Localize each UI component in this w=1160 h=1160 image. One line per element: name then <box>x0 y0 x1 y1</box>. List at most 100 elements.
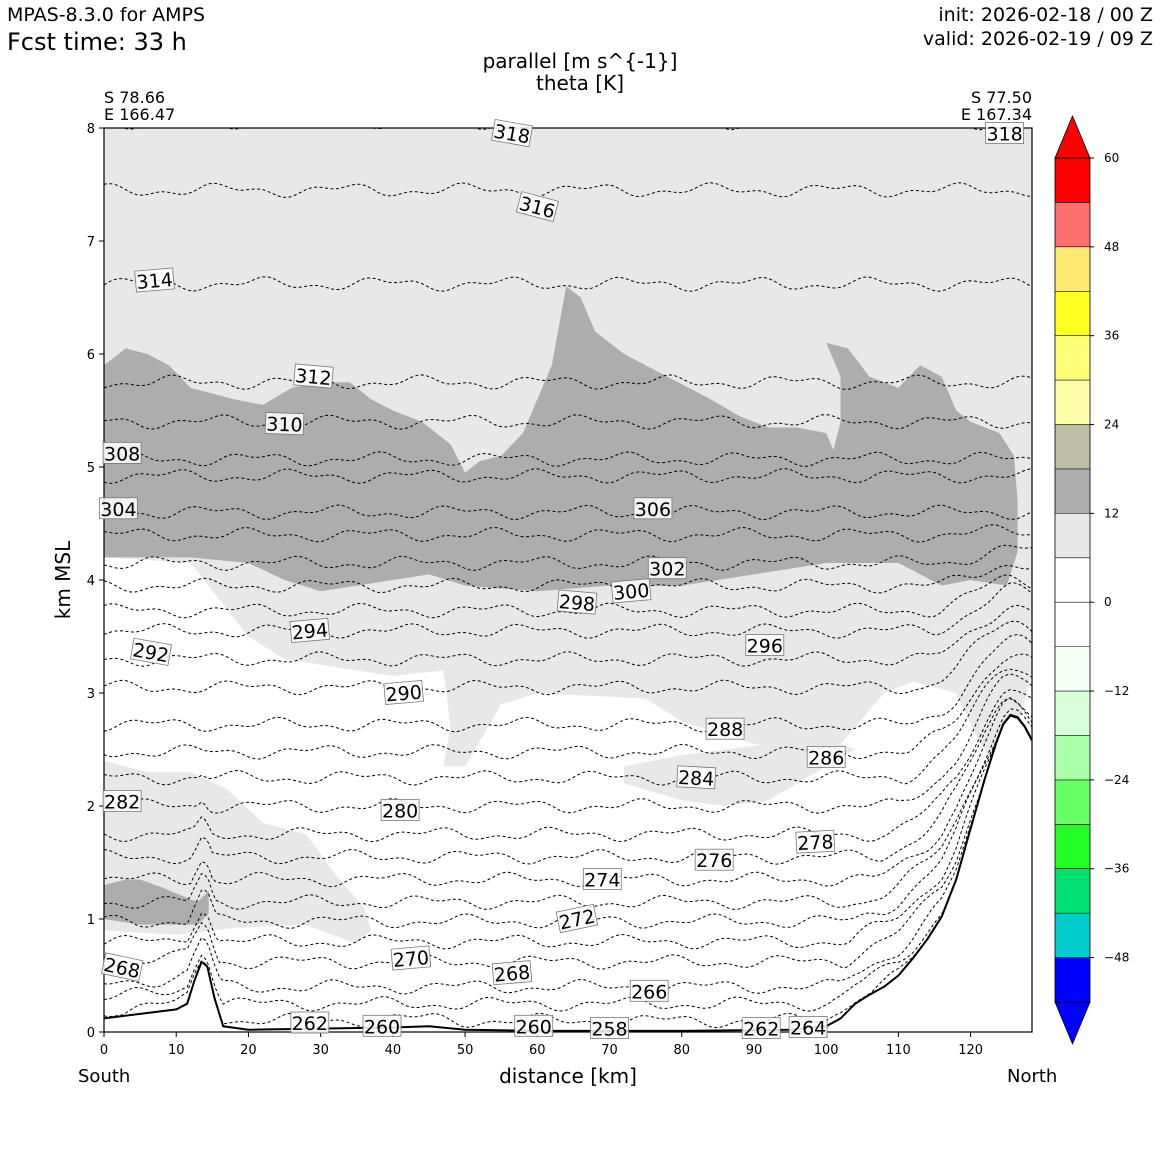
contour-label-298: 298 <box>556 589 598 616</box>
contour-label-262: 262 <box>290 1011 330 1035</box>
x-tick-label: 20 <box>240 1043 257 1058</box>
contour-label-text: 298 <box>558 591 596 616</box>
theta-292-isentrope <box>104 604 1032 667</box>
contour-label-box <box>806 746 846 768</box>
colorbar-segment <box>1055 424 1090 469</box>
contour-label-280: 280 <box>380 799 420 823</box>
contour-label-310: 310 <box>264 412 305 437</box>
theta-282-isentrope <box>104 673 1032 814</box>
colorbar-segment <box>1055 646 1090 692</box>
x-tick-label: 0 <box>100 1043 108 1058</box>
wind-shading-2 <box>624 738 856 806</box>
contour-label-text: 264 <box>790 1018 826 1040</box>
left-endpoint-coords: S 78.66 E 166.47 <box>104 89 175 123</box>
theta-298-isentrope <box>104 564 1032 594</box>
contour-label-290: 290 <box>383 679 424 707</box>
contour-label-box <box>582 868 622 890</box>
contour-label-268: 268 <box>491 960 533 987</box>
contour-label-box <box>745 634 785 656</box>
wind-shading-4 <box>104 879 209 925</box>
contour-label-296: 296 <box>745 634 785 658</box>
contour-label-text: 314 <box>136 269 174 294</box>
contour-label-272: 272 <box>555 903 599 935</box>
theta-264-isentrope <box>104 713 1032 1012</box>
colorbar-segment <box>1055 557 1090 603</box>
left-lat: S 78.66 <box>104 88 166 107</box>
x-tick-label: 120 <box>958 1043 983 1058</box>
x-tick-label: 30 <box>312 1043 329 1058</box>
colorbar-tick-label: −12 <box>1104 684 1129 698</box>
theta-296-isentrope <box>104 574 1032 619</box>
terrain-fill <box>104 715 1032 1032</box>
contour-label-288: 288 <box>705 717 745 741</box>
colorbar-tick-label: 36 <box>1104 329 1119 343</box>
left-lon: E 166.47 <box>104 105 176 124</box>
theta-288-isentrope <box>104 633 1032 733</box>
contour-label-box <box>100 952 144 982</box>
contour-label-box <box>293 363 334 389</box>
contour-label-text: 270 <box>392 947 430 972</box>
x-tick-label: 100 <box>814 1043 839 1058</box>
contour-label-box <box>985 122 1024 145</box>
contour-label-text: 276 <box>696 850 732 872</box>
contour-label-text: 306 <box>635 499 671 521</box>
contour-label-text: 278 <box>797 831 834 855</box>
model-name: MPAS-8.3.0 for AMPS <box>7 4 206 26</box>
y-tick-label: 4 <box>87 574 95 589</box>
contour-label-box <box>555 903 599 934</box>
colorbar-segment <box>1055 957 1090 1002</box>
contour-label-box <box>290 1011 330 1034</box>
contour-label-text: 260 <box>516 1016 552 1038</box>
contour-label-box <box>491 960 533 986</box>
x-tick-label: 50 <box>457 1043 474 1058</box>
contour-label-box <box>556 589 598 615</box>
contour-label-box <box>102 790 142 812</box>
theta-272-isentrope <box>104 713 1032 929</box>
colorbar-segment <box>1055 691 1090 736</box>
colorbar-segment <box>1055 158 1090 203</box>
contour-label-box <box>633 497 673 520</box>
contour-label-text: 258 <box>591 1019 627 1041</box>
contour-label-box <box>788 1016 828 1038</box>
chart-title-parallel: parallel [m s^{-1}] <box>482 49 678 73</box>
colorbar-segment <box>1055 513 1090 558</box>
theta-274-isentrope <box>104 708 1032 910</box>
contour-label-text: 274 <box>584 870 620 892</box>
contour-label-box <box>99 497 138 520</box>
contour-label-text: 282 <box>104 792 140 814</box>
colorbar-segment <box>1055 868 1090 914</box>
plot-area <box>104 128 1032 1032</box>
contour-label-306: 306 <box>633 497 673 521</box>
colorbar-segment <box>1055 468 1090 514</box>
x-tick-label: 10 <box>168 1043 185 1058</box>
south-label: South <box>78 1066 131 1087</box>
contour-label-276: 276 <box>694 848 734 872</box>
contour-label-266: 266 <box>629 979 669 1003</box>
theta-308-isentrope <box>104 451 1032 467</box>
contour-label-text: 266 <box>631 981 667 1003</box>
contour-label-292: 292 <box>129 637 172 667</box>
theta-312-isentrope <box>104 374 1032 390</box>
x-tick-label: 60 <box>529 1043 546 1058</box>
contour-label-308: 308 <box>102 441 142 465</box>
contour-label-text: 260 <box>364 1016 400 1038</box>
theta-310-isentrope <box>104 414 1032 430</box>
y-tick-label: 2 <box>87 800 95 815</box>
colorbar-extend-high <box>1054 114 1091 159</box>
contour-label-264: 264 <box>788 1016 828 1040</box>
colorbar-tick-label: 48 <box>1104 240 1119 254</box>
colorbar-segment <box>1055 602 1090 647</box>
contour-label-text: 310 <box>266 413 303 436</box>
contour-label-258: 258 <box>590 1017 629 1041</box>
contour-label-box <box>629 979 669 1002</box>
theta-276-isentrope <box>104 697 1032 888</box>
y-tick-label: 0 <box>87 1026 95 1041</box>
y-tick-label: 3 <box>87 687 95 702</box>
theta-278-isentrope <box>104 697 1032 865</box>
colorbar-tick-label: 12 <box>1104 506 1119 520</box>
x-tick-label: 40 <box>385 1043 402 1058</box>
theta-300-isentrope <box>104 544 1032 571</box>
contour-label-box <box>134 267 175 293</box>
contour-label-304: 304 <box>99 497 138 521</box>
